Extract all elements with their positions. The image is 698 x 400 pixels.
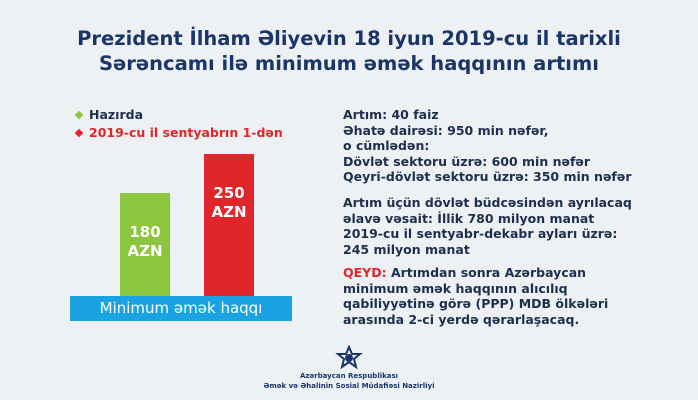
info-line: 245 milyon manat (343, 242, 470, 257)
info-text: Qeyri-dövlət sektoru üzrə: 350 min nəfər (343, 169, 632, 184)
info-text: Əhatə dairəsi: 950 min nəfər, (343, 122, 549, 138)
info-line: 2019-cu il sentyabr-dekabr ayları üzrə: (343, 226, 617, 241)
info-line: arasında 2-ci yerdə qərarlaşacaq. (343, 312, 579, 327)
legend-marker (74, 128, 84, 137)
info-line: Artım üçün dövlət büdcəsindən ayrılacaq (343, 195, 632, 210)
info-text: o cümlədən: (343, 138, 430, 153)
logo (335, 345, 363, 370)
info-line: əlavə vəsait: İllik 780 milyon manat (343, 211, 594, 226)
info-text: qabiliyyətinə görə (PPP) MDB ölkələri (343, 296, 609, 311)
legend-label: 2019-cu il sentyabrın 1-dən (89, 125, 283, 140)
info-text: Artımdan sonra Azərbaycan (386, 265, 587, 280)
title-line: Prezident İlham Əliyevin 18 iyun 2019-cu… (77, 27, 621, 50)
footer-line: Azərbaycan Respublikası (299, 372, 399, 380)
bar (120, 193, 170, 296)
info-text: minimum əmək haqqının alıcılıq (343, 280, 568, 296)
info-text: arasında 2-ci yerdə qərarlaşacaq. (343, 311, 580, 327)
info-text: Dövlət sektoru üzrə: 600 min nəfər (343, 153, 591, 169)
info-text: 2019-cu il sentyabr-dekabr ayları üzrə: (343, 226, 618, 241)
info-line: minimum əmək haqqının alıcılıq (343, 281, 568, 296)
title-line: Sərəncamı ilə minimum əmək haqqının artı… (99, 52, 599, 75)
footer-line: Əmək və Əhalinin Sosial Müdafiəsi Nazirl… (263, 382, 435, 390)
info-line: Artım: 40 faiz (343, 107, 439, 122)
legend-label: Hazırda (89, 107, 144, 122)
category-band: Minimum əmək haqqı (70, 296, 292, 321)
info-text: 245 milyon manat (343, 241, 470, 257)
info-line: Əhatə dairəsi: 950 min nəfər, (343, 123, 549, 138)
value-label: 180 AZN (127, 223, 163, 261)
bar (204, 153, 254, 296)
info-text: əlavə vəsait: İllik 780 milyon manat (343, 210, 595, 226)
legend-item: Hazırda (74, 107, 144, 122)
info-line: Qeyri-dövlət sektoru üzrə: 350 min nəfər (343, 169, 632, 184)
info-line: QEYD: Artımdan sonra Azərbaycan (343, 265, 586, 280)
info-text: Artım üçün dövlət büdcəsindən ayrılacaq (343, 195, 632, 210)
info-line: qabiliyyətinə görə (PPP) MDB ölkələri (343, 296, 608, 311)
legend-marker (74, 110, 84, 119)
info-line: o cümlədən: (343, 138, 429, 153)
legend-item: 2019-cu il sentyabrın 1-dən (74, 125, 283, 140)
note-label: QEYD: (343, 265, 387, 280)
info-line: Dövlət sektoru üzrə: 600 min nəfər (343, 154, 590, 169)
info-text: Artım: 40 faiz (343, 107, 439, 122)
value-label: 250 AZN (211, 183, 247, 221)
